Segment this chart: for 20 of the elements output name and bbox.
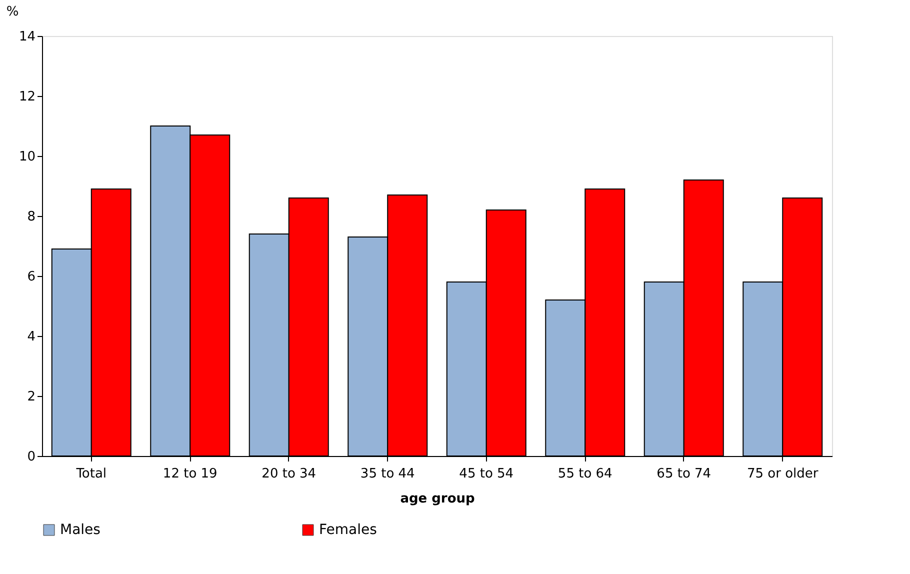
y-tick-label: 2 <box>27 390 36 404</box>
x-tick-label: 65 to 74 <box>656 466 712 482</box>
legend-label: Males <box>60 522 100 538</box>
x-axis-title: age group <box>400 492 475 506</box>
y-tick-label: 6 <box>27 270 36 284</box>
x-tick-label: 45 to 54 <box>459 466 514 482</box>
x-tick-label: Total <box>75 466 107 482</box>
x-tick-label: 35 to 44 <box>360 466 415 482</box>
y-tick-label: 10 <box>18 150 36 164</box>
y-tick-label: 8 <box>27 210 36 224</box>
x-tick-label: 75 or older <box>746 466 819 482</box>
y-tick-label: 12 <box>18 90 36 104</box>
y-tick-label: 14 <box>18 30 36 44</box>
x-tick-label: 55 to 64 <box>558 466 612 482</box>
y-tick-label: 0 <box>27 450 36 464</box>
x-tick-label: 20 to 34 <box>262 466 316 482</box>
legend-label: Females <box>319 522 377 538</box>
y-axis-title: % <box>6 4 19 20</box>
x-tick-label: 12 to 19 <box>162 466 218 482</box>
y-tick-label: 4 <box>27 330 36 344</box>
